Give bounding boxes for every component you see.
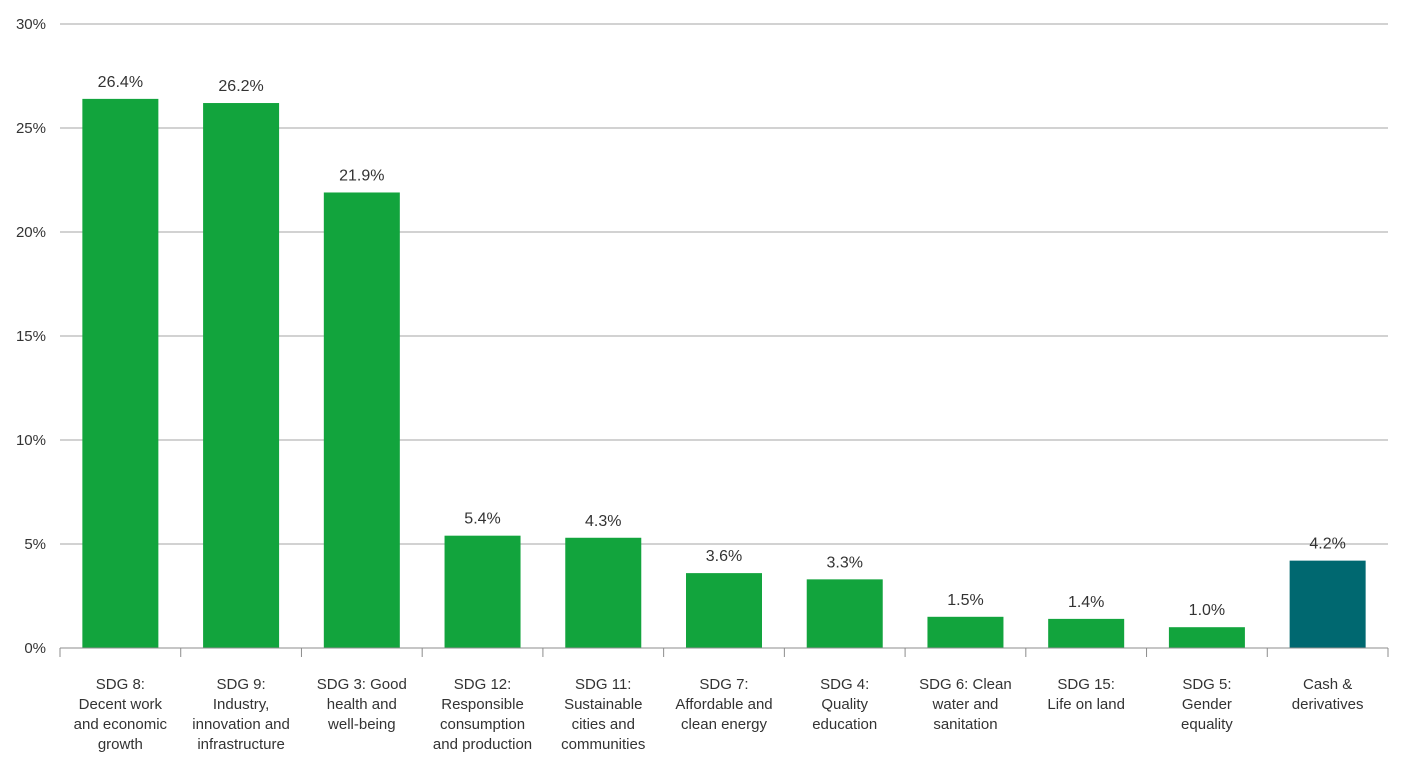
category-label-line: sanitation xyxy=(933,716,997,733)
category-label-line: health and xyxy=(327,696,397,713)
category-label: SDG 15: Life on land xyxy=(1047,676,1125,713)
data-label: 26.2% xyxy=(218,78,263,95)
category-label-line: SDG 4: xyxy=(820,676,869,693)
category-label-line: Life on land xyxy=(1047,696,1125,713)
data-label: 26.4% xyxy=(98,74,143,91)
category-label-line: Decent work xyxy=(79,696,163,713)
category-label-line: consumption xyxy=(440,716,525,733)
category-label-line: and production xyxy=(433,736,532,753)
data-label: 4.3% xyxy=(585,513,621,530)
category-label-line: Affordable and xyxy=(675,696,772,713)
category-label-line: growth xyxy=(98,736,143,753)
category-label-line: water and xyxy=(932,696,999,713)
category-label-line: SDG 12: xyxy=(454,676,512,693)
category-label: SDG 8: Decent work and economic growth xyxy=(74,676,168,753)
category-label: SDG 9: Industry, innovation and infrastruct… xyxy=(192,676,290,753)
category-label-line: innovation and xyxy=(192,716,290,733)
gridlines xyxy=(60,23,1388,545)
category-label-line: cities and xyxy=(572,716,635,733)
category-label-line: SDG 11: xyxy=(575,676,631,693)
category-label-line: Gender xyxy=(1182,696,1232,713)
bar xyxy=(444,535,521,648)
category-label: Cash & derivatives xyxy=(1292,676,1364,713)
category-label-line: Cash & xyxy=(1303,676,1352,693)
bar xyxy=(806,579,883,648)
bar xyxy=(565,537,642,648)
data-label: 1.4% xyxy=(1068,594,1104,611)
category-label: SDG 11: Sustainable cities and communities xyxy=(561,676,645,753)
bar xyxy=(1048,618,1125,648)
y-tick-label: 20% xyxy=(16,224,46,241)
category-label-line: SDG 8: xyxy=(96,676,145,693)
bar xyxy=(1289,560,1366,648)
bar xyxy=(323,192,400,649)
category-label: SDG 4: Quality education xyxy=(812,676,877,733)
category-label-line: equality xyxy=(1181,716,1233,733)
category-labels: SDG 8: Decent work and economic growth SDG 9… xyxy=(74,676,1364,753)
category-label-line: clean energy xyxy=(681,716,767,733)
category-label-line: derivatives xyxy=(1292,696,1364,713)
data-label: 4.2% xyxy=(1309,536,1345,553)
data-label: 1.0% xyxy=(1189,602,1225,619)
category-label: SDG 12: Responsible consumption and product… xyxy=(433,676,532,753)
y-tick-label: 15% xyxy=(16,328,46,345)
category-label-line: Quality xyxy=(821,696,868,713)
data-label: 1.5% xyxy=(947,592,983,609)
category-label-line: and economic xyxy=(74,716,168,733)
category-label-line: Industry, xyxy=(213,696,269,713)
category-label-line: SDG 7: xyxy=(699,676,748,693)
category-label-line: SDG 9: xyxy=(216,676,265,693)
bar xyxy=(927,616,1004,648)
category-label-line: SDG 15: xyxy=(1057,676,1115,693)
y-tick-label: 0% xyxy=(24,640,46,657)
category-label: SDG 7: Affordable and clean energy xyxy=(675,676,772,733)
y-tick-label: 5% xyxy=(24,536,46,553)
category-label-line: Sustainable xyxy=(564,696,642,713)
y-axis-tick-labels: 0% 5% 10% 15% 20% 25% 30% xyxy=(16,16,46,657)
data-labels: 26.4% 26.2% 21.9% 5.4% 4.3% 3.6% 3.3% 1.5% 1.4% 1… xyxy=(98,74,1346,619)
bars xyxy=(82,98,1366,649)
category-label-line: infrastructure xyxy=(197,736,285,753)
category-label-line: communities xyxy=(561,736,645,753)
bar xyxy=(203,103,280,649)
bar xyxy=(82,98,159,648)
data-label: 21.9% xyxy=(339,167,384,184)
x-axis xyxy=(59,647,1389,657)
y-tick-label: 30% xyxy=(16,16,46,33)
category-label-line: education xyxy=(812,716,877,733)
data-label: 3.3% xyxy=(826,554,862,571)
data-label: 5.4% xyxy=(464,511,500,528)
bar xyxy=(686,573,762,648)
y-tick-label: 10% xyxy=(16,432,46,449)
category-label-line: Responsible xyxy=(441,696,524,713)
y-tick-label: 25% xyxy=(16,120,46,137)
category-label-line: SDG 6: Clean xyxy=(919,676,1012,693)
category-label-line: SDG 3: Good xyxy=(317,676,407,693)
category-label: SDG 6: Clean water and sanitation xyxy=(919,676,1012,733)
category-label-line: SDG 5: xyxy=(1182,676,1231,693)
category-label: SDG 3: Good health and well-being xyxy=(317,676,407,733)
bar xyxy=(1168,627,1245,648)
category-label-line: well-being xyxy=(327,716,396,733)
category-label: SDG 5: Gender equality xyxy=(1181,676,1233,733)
data-label: 3.6% xyxy=(706,548,742,565)
